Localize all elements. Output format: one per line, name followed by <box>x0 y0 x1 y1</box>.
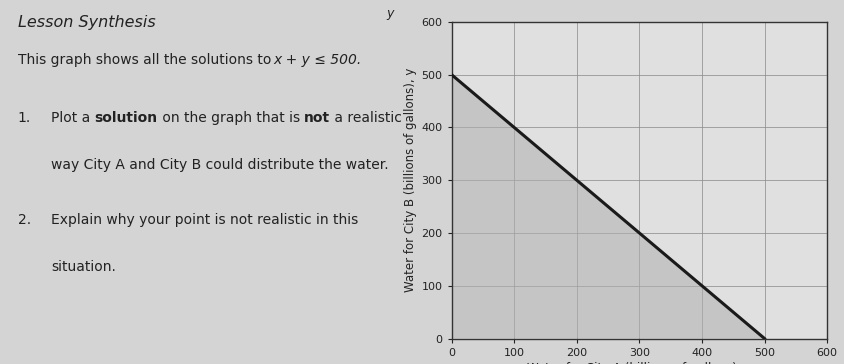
X-axis label: Water for City A (billions of gallons), x: Water for City A (billions of gallons), … <box>528 362 751 364</box>
Text: on the graph that is: on the graph that is <box>158 111 304 125</box>
Text: Plot a: Plot a <box>51 111 95 125</box>
Text: a realistic: a realistic <box>330 111 403 125</box>
Text: Lesson Synthesis: Lesson Synthesis <box>18 15 155 29</box>
Polygon shape <box>452 75 765 339</box>
Text: not: not <box>304 111 330 125</box>
Text: solution: solution <box>95 111 158 125</box>
Text: way City A and City B could distribute the water.: way City A and City B could distribute t… <box>51 158 388 172</box>
Text: situation.: situation. <box>51 260 116 274</box>
Y-axis label: Water for City B (billions of gallons), y: Water for City B (billions of gallons), … <box>404 68 417 292</box>
Text: y: y <box>386 7 393 20</box>
Text: 2.: 2. <box>18 213 31 227</box>
Text: This graph shows all the solutions to: This graph shows all the solutions to <box>18 53 275 67</box>
Text: Explain why your point is not realistic in this: Explain why your point is not realistic … <box>51 213 358 227</box>
Text: x + y ≤ 500.: x + y ≤ 500. <box>273 53 362 67</box>
Text: 1.: 1. <box>18 111 31 125</box>
